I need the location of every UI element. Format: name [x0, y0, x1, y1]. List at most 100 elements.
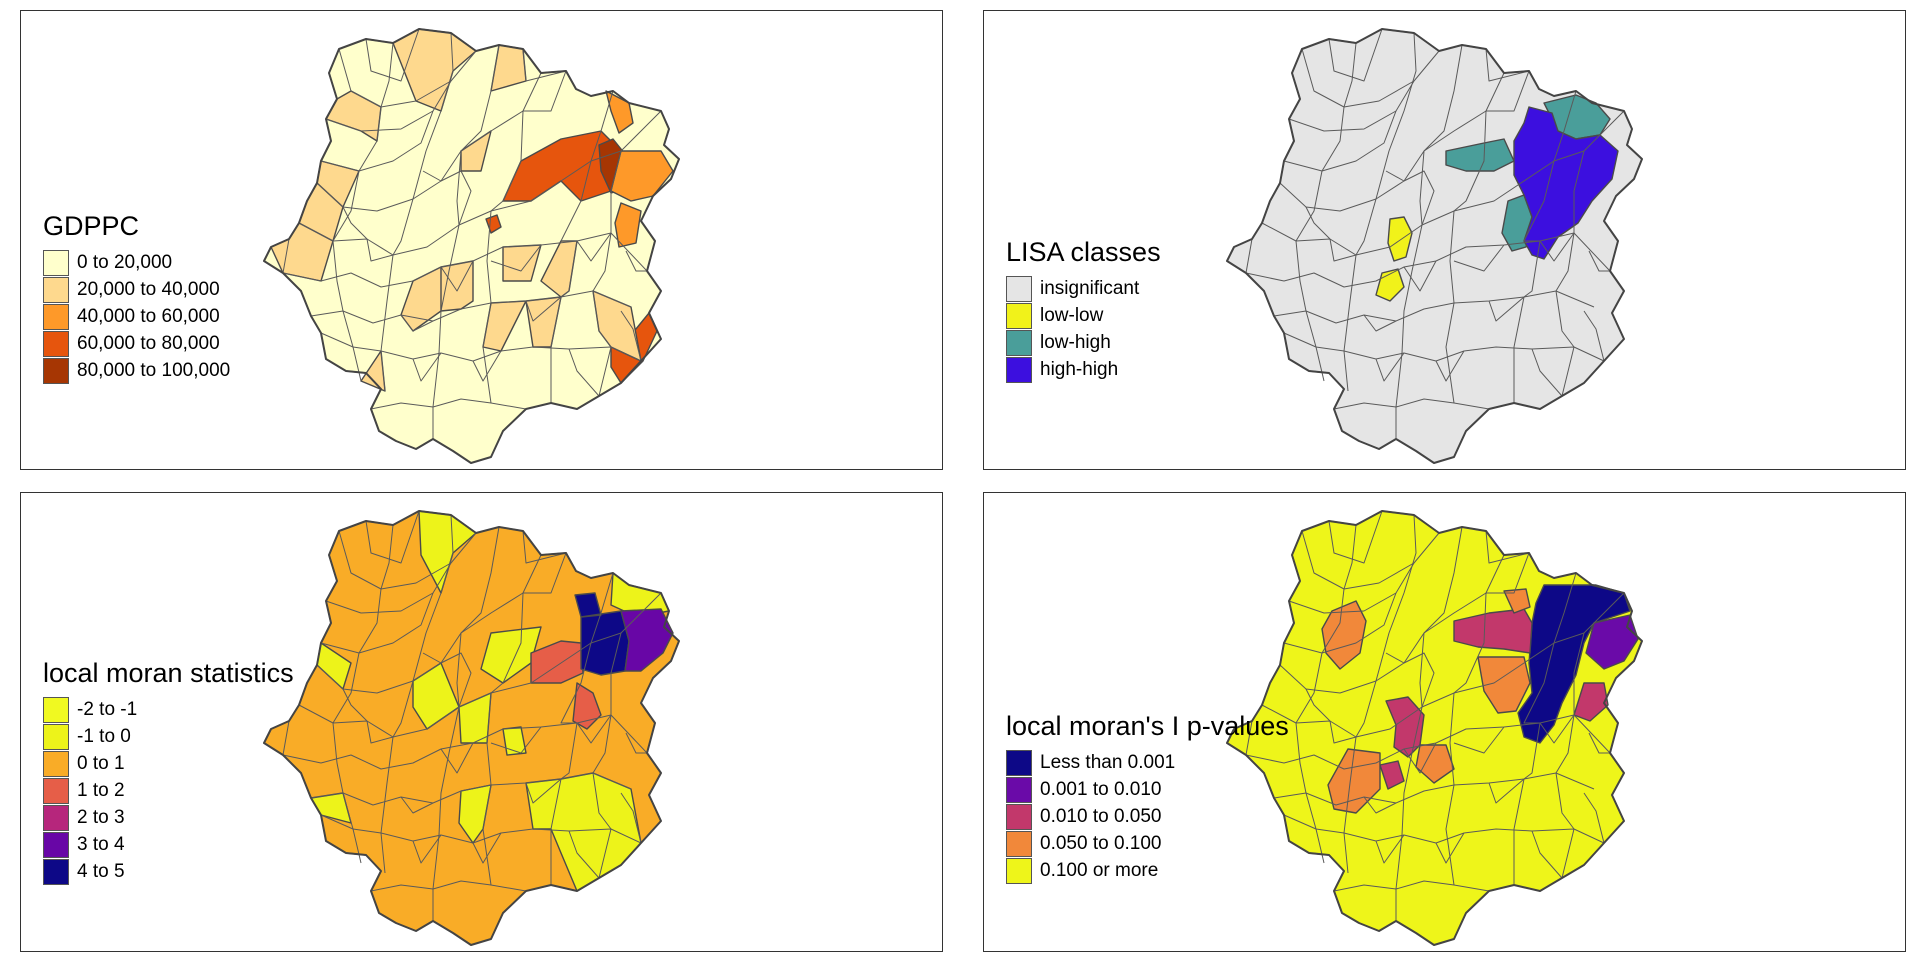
moran-legend-label: -1 to 0 — [77, 725, 131, 747]
moran-legend-label: 0 to 1 — [77, 752, 125, 774]
pval-county-border — [1273, 772, 1595, 806]
pval-county-border — [1539, 714, 1575, 744]
lisa-legend-label: low-low — [1040, 304, 1104, 326]
pval-legend-swatch — [1006, 776, 1032, 803]
pval-county-border — [1333, 880, 1490, 892]
lisa-county-border — [1329, 238, 1357, 262]
lisa-county-border — [1513, 90, 1577, 403]
moran-legend-item: 1 to 2 — [43, 777, 294, 804]
lisa-legend-item: high-high — [1006, 356, 1161, 383]
gdppc-county-border — [380, 32, 454, 392]
pval-county-border — [1295, 524, 1357, 864]
pval-county-border — [1485, 530, 1530, 564]
lisa-legend-label: insignificant — [1040, 277, 1140, 299]
lisa-county-border — [1295, 42, 1357, 382]
lisa-county-border — [1245, 232, 1611, 288]
pval-legend-label: 0.100 or more — [1040, 859, 1159, 881]
gdppc-legend-item: 20,000 to 40,000 — [43, 276, 230, 303]
lisa-county-border — [1453, 244, 1505, 272]
lisa-county-border — [1583, 310, 1605, 362]
lisa-legend-swatch — [1006, 302, 1032, 329]
lisa-legend-item: low-low — [1006, 302, 1161, 329]
pval-county-border — [1445, 552, 1530, 886]
lisa-legend-title: LISA classes — [1006, 237, 1161, 267]
moran-legend-swatch — [43, 750, 69, 777]
moran-legend-swatch — [43, 858, 69, 885]
moran-legend-item: 0 to 1 — [43, 750, 294, 777]
gdppc-county-border — [400, 314, 434, 332]
pval-county-border — [1583, 792, 1605, 844]
gdppc-legend-label: 80,000 to 100,000 — [77, 359, 231, 381]
gdppc-county-border — [320, 110, 434, 172]
lisa-legend-label: low-high — [1040, 331, 1111, 353]
gdppc-legend-label: 20,000 to 40,000 — [77, 278, 220, 300]
gdppc-county-border — [490, 244, 542, 272]
gdppc-legend-swatch — [43, 357, 69, 384]
lisa-county-border — [1328, 28, 1383, 82]
lisa-county-border — [1488, 296, 1525, 322]
gdppc-legend-label: 60,000 to 80,000 — [77, 332, 220, 354]
pval-legend-swatch — [1006, 803, 1032, 830]
pval-province-outline — [1226, 510, 1643, 946]
gdppc-map — [263, 28, 680, 464]
gdppc-legend: GDPPC 0 to 20,000 20,000 to 40,000 40,000 … — [43, 211, 230, 384]
pval-county-border — [1375, 834, 1405, 864]
gdppc-legend-title: GDPPC — [43, 211, 140, 241]
gdppc-county-border — [472, 350, 502, 382]
lisa-legend-item: insignificant — [1006, 275, 1161, 302]
gdppc-county-border — [522, 48, 567, 82]
moran-legend-swatch — [43, 696, 69, 723]
pval-legend-item: 0.100 or more — [1006, 857, 1289, 884]
gdppc-county-border — [422, 170, 472, 226]
moran-county-border — [482, 552, 567, 886]
pval-county-border — [1403, 742, 1437, 774]
pval-region-p_se — [1573, 682, 1609, 722]
pval-county-border — [1555, 592, 1625, 879]
local-moran-legend-title: local moran statistics — [43, 658, 294, 688]
lisa-county-border — [1555, 110, 1625, 397]
lisa-county-border — [1435, 350, 1465, 382]
moran-county-border — [550, 572, 614, 885]
moran-county-border — [592, 592, 662, 879]
moran-county-border — [365, 510, 420, 564]
moran-county-border — [320, 592, 434, 654]
pval-legend-label: 0.001 to 0.010 — [1040, 778, 1162, 800]
gdppc-county-border — [338, 48, 477, 108]
gdppc-county-border — [440, 260, 474, 292]
gdppc-legend-item: 0 to 20,000 — [43, 249, 230, 276]
gdppc-county-border — [370, 398, 527, 410]
pval-legend-swatch — [1006, 857, 1032, 884]
gdppc-county-border — [412, 352, 442, 382]
lisa-county-border — [1385, 170, 1435, 226]
pvalue-legend-title: local moran's I p-values — [1006, 711, 1289, 741]
lisa-county-border — [1333, 398, 1490, 410]
moran-county-border — [625, 732, 647, 754]
gdppc-region-east_band — [502, 130, 622, 202]
lisa-county-border — [1375, 352, 1405, 382]
pval-legend-label: Less than 0.001 — [1040, 751, 1176, 773]
lisa-region-lh_west — [1445, 138, 1515, 172]
moran-county-border — [342, 688, 368, 722]
pval-county-border — [1283, 592, 1397, 654]
moran-county-border — [440, 742, 474, 774]
moran-region-neg_small — [502, 726, 527, 756]
pvalue-legend-rows: Less than 0.001 0.001 to 0.010 0.010 to 0.… — [1006, 749, 1289, 884]
pval-county-border — [1245, 714, 1611, 770]
gdppc-county-border — [282, 232, 648, 288]
moran-county-border — [490, 726, 542, 754]
lisa-county-border — [1283, 110, 1397, 172]
pval-county-border — [1531, 830, 1563, 879]
gdppc-legend-swatch — [43, 303, 69, 330]
pval-region-p_sw_red — [1379, 696, 1425, 790]
pvalue-map-panel: local moran's I p-values Less than 0.001… — [983, 492, 1906, 952]
pval-county-border — [1453, 726, 1505, 754]
lisa-county-border — [1343, 32, 1417, 392]
gdppc-legend-label: 40,000 to 60,000 — [77, 305, 220, 327]
moran-county-border — [525, 778, 562, 804]
moran-legend-item: 4 to 5 — [43, 858, 294, 885]
moran-county-border — [325, 562, 452, 614]
pval-county-border — [1513, 572, 1577, 885]
pval-region-p_center — [1477, 656, 1531, 714]
lisa-region-ll_1 — [1387, 216, 1413, 262]
lisa-legend-swatch — [1006, 356, 1032, 383]
